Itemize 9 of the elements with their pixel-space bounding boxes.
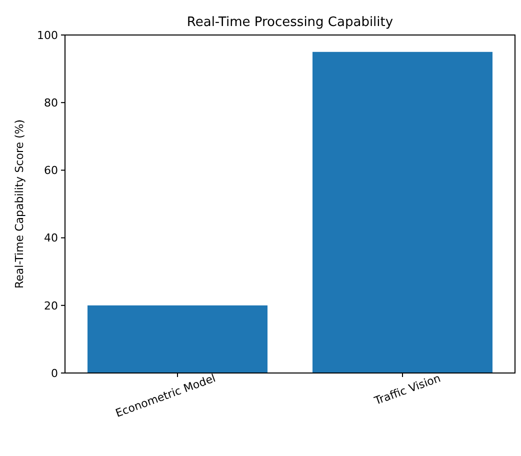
y-tick-label: 20 [44, 299, 58, 312]
y-tick-label: 100 [37, 28, 58, 42]
y-tick-label: 0 [51, 366, 58, 380]
y-tick-label: 80 [44, 96, 58, 110]
x-tick-label: Traffic Vision [372, 372, 442, 408]
y-tick-label: 60 [44, 164, 58, 178]
y-tick-label: 40 [44, 232, 58, 245]
y-axis-title: Real-Time Capability Score (%) [13, 119, 26, 289]
chart-title: Real-Time Processing Capability [186, 15, 394, 30]
